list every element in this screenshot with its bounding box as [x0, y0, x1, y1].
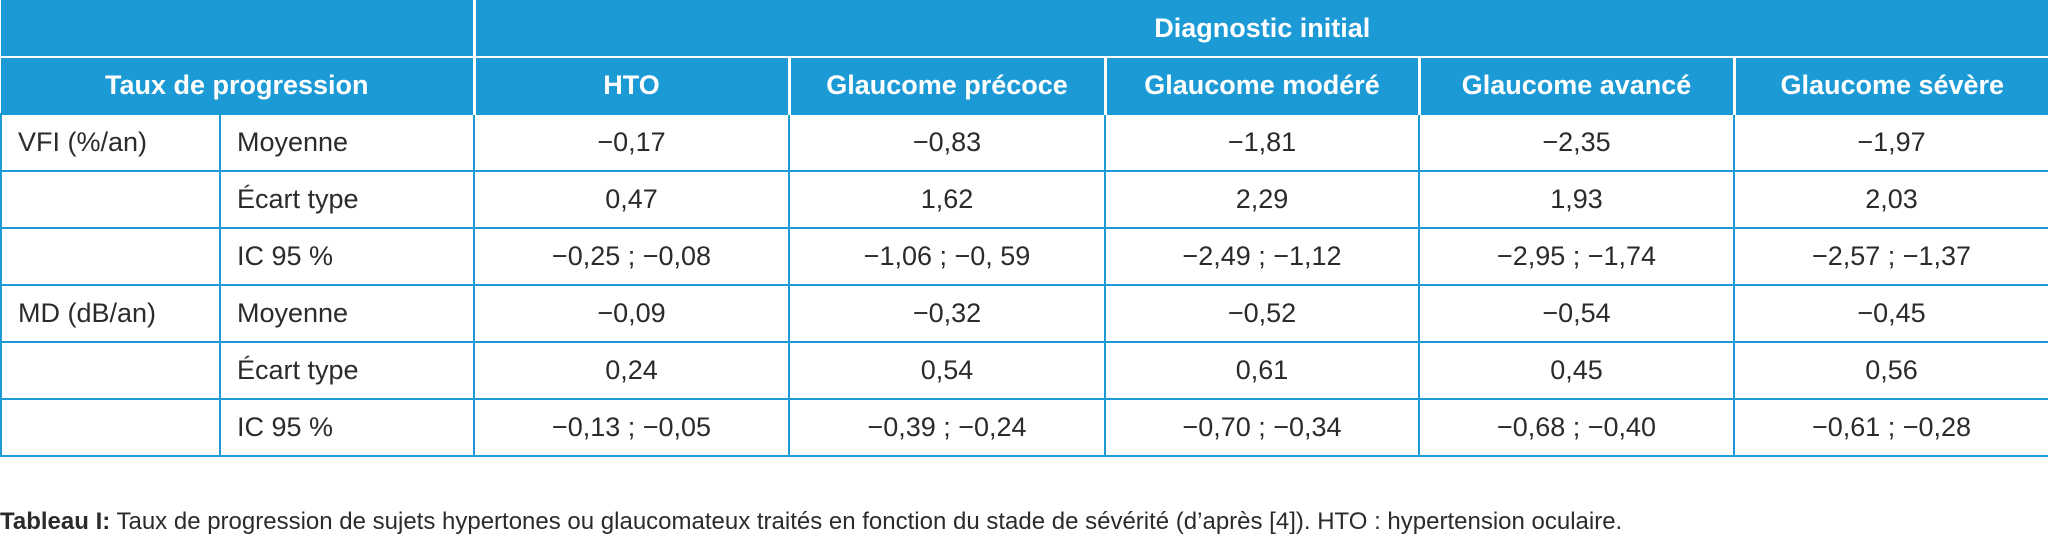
caption-label: Tableau I:: [0, 508, 111, 535]
cell: −2,49 ; −1,12: [1104, 227, 1420, 286]
header-blank: [1, 0, 474, 58]
column-header: Glaucome sévère: [1732, 57, 2048, 114]
column-header: HTO: [472, 57, 789, 114]
cell: −0,45: [1732, 284, 2048, 343]
group-title: Diagnostic initial: [472, 0, 2048, 58]
cell: 1,93: [1418, 170, 1735, 229]
cell: −0,61 ; −0,28: [1732, 398, 2048, 457]
cell: 0,47: [473, 170, 790, 229]
cell: 0,45: [1418, 341, 1735, 400]
section-label: [0, 227, 221, 286]
cell: 2,03: [1732, 170, 2048, 229]
cell: −0,52: [1104, 284, 1420, 343]
table: Diagnostic initial Taux de progression HT…: [0, 0, 2048, 457]
cell: −2,35: [1418, 113, 1735, 172]
cell: −2,57 ; −1,37: [1732, 227, 2048, 286]
cell: −0,17: [473, 113, 790, 172]
section-label: [0, 398, 221, 457]
cell: 2,29: [1104, 170, 1420, 229]
stat-label: Moyenne: [219, 113, 475, 172]
cell: −0,25 ; −0,08: [473, 227, 790, 286]
cell: 0,61: [1104, 341, 1420, 400]
cell: −1,06 ; −0, 59: [788, 227, 1106, 286]
stat-label: IC 95 %: [219, 398, 475, 457]
row: IC 95 % −0,25 ; −0,08 −1,06 ; −0, 59 −2,49 …: [0, 227, 2048, 286]
column-header: Glaucome avancé: [1417, 57, 1734, 114]
stat-label: IC 95 %: [219, 227, 475, 286]
cell: −0,13 ; −0,05: [473, 398, 790, 457]
cell: 0,56: [1732, 341, 2048, 400]
row: IC 95 % −0,13 ; −0,05 −0,39 ; −0,24 −0,70 ;…: [0, 398, 2048, 457]
cell: −0,70 ; −0,34: [1104, 398, 1420, 457]
column-header: Glaucome modéré: [1103, 57, 1419, 114]
section-label: MD (dB/an): [0, 284, 221, 343]
cell: −0,83: [788, 113, 1106, 172]
cell: −0,68 ; −0,40: [1418, 398, 1735, 457]
row: Écart type 0,24 0,54 0,61 0,45 0,56: [0, 341, 2048, 400]
cell: −0,54: [1418, 284, 1735, 343]
cell: −0,32: [788, 284, 1106, 343]
cell: 0,24: [473, 341, 790, 400]
row-title: Taux de progression: [1, 57, 474, 114]
section-label: VFI (%/an): [0, 113, 221, 172]
stat-label: Écart type: [219, 170, 475, 229]
cell: 1,62: [788, 170, 1106, 229]
section-label: [0, 170, 221, 229]
row: Écart type 0,47 1,62 2,29 1,93 2,03: [0, 170, 2048, 229]
cell: 0,54: [788, 341, 1106, 400]
cell: −1,97: [1732, 113, 2048, 172]
cell: −0,39 ; −0,24: [788, 398, 1106, 457]
caption-text: Taux de progression de sujets hypertones…: [116, 508, 1623, 535]
cell: −0,09: [473, 284, 790, 343]
row: MD (dB/an) Moyenne −0,09 −0,32 −0,52 −0,54 −0,…: [0, 284, 2048, 343]
cell: −1,81: [1104, 113, 1420, 172]
column-header: Glaucome précoce: [787, 57, 1105, 114]
row: VFI (%/an) Moyenne −0,17 −0,83 −1,81 −2,35 −1,…: [0, 113, 2048, 172]
stat-label: Moyenne: [219, 284, 475, 343]
cell: −2,95 ; −1,74: [1418, 227, 1735, 286]
caption: Tableau I: Taux de progression de sujets…: [0, 508, 1622, 536]
section-label: [0, 341, 221, 400]
stat-label: Écart type: [219, 341, 475, 400]
